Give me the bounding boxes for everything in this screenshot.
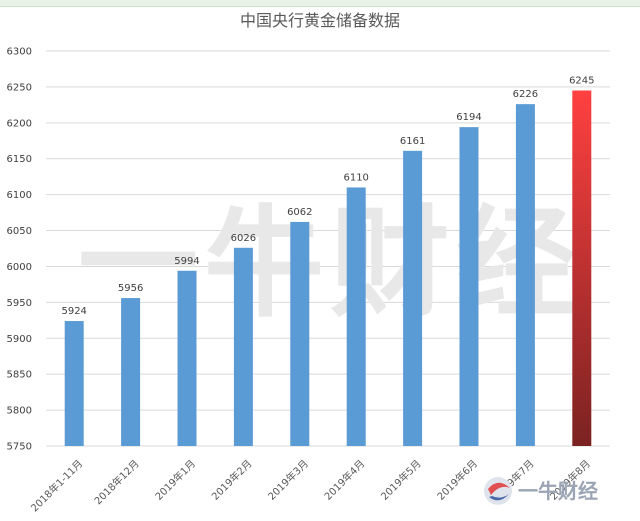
y-axis-ticks: 5750 5800 5850 5900 5950 6000 6050 6100 6150 6200… [7,47,32,453]
spreadsheet-top-strip [0,0,640,7]
y-tick-label: 5900 [7,334,32,345]
watermark-logo-text: 一牛财经 [518,479,598,503]
data-label: 6110 [343,172,368,183]
x-tick-label: 2018年12月 [91,457,141,507]
y-tick-label: 5800 [7,406,32,417]
data-label: 5924 [61,306,86,317]
data-labels: 5924 5956 5994 6026 6062 6110 6161 6194 6226 6245 [61,76,594,318]
y-tick-label: 6000 [7,262,32,273]
data-label: 6194 [456,112,481,123]
data-label: 5956 [118,283,143,294]
y-tick-label: 5950 [7,298,32,309]
bars [64,90,592,447]
bar [515,104,535,447]
watermark-logo: 一牛财经 [484,477,598,505]
data-label: 5994 [174,256,199,267]
watermark-text: 一牛财经 [78,195,582,334]
bar [121,298,141,446]
data-label: 6161 [400,136,425,147]
x-tick-label: 2018年1-11月 [28,457,85,514]
chart-title: 中国央行黄金储备数据 [240,11,400,30]
y-tick-label: 6150 [7,154,32,165]
y-tick-label: 6300 [7,47,32,58]
bar [459,127,479,447]
x-tick-label: 2019年1月 [152,457,198,503]
bar [346,187,366,447]
data-label: 6062 [287,207,312,218]
bar-highlighted [572,90,592,446]
bar [177,270,197,446]
data-label: 6245 [569,76,594,87]
x-tick-label: 2019年6月 [434,457,480,503]
bar [64,321,84,446]
y-tick-label: 6250 [7,82,32,93]
logo-swirl-icon-2 [489,494,509,501]
data-label: 6226 [513,89,538,100]
x-tick-label: 2019年5月 [378,457,424,503]
y-tick-label: 5750 [7,442,32,453]
bar [403,150,423,446]
y-tick-label: 6200 [7,118,32,129]
bar [233,247,253,446]
x-tick-label: 2019年3月 [265,457,311,503]
y-tick-label: 6050 [7,226,32,237]
logo-circle-icon [484,477,512,505]
x-tick-label: 2019年4月 [321,457,367,503]
data-label: 6026 [231,233,256,244]
y-tick-label: 6100 [7,190,32,201]
y-tick-label: 5850 [7,370,32,381]
bar [290,221,310,446]
x-tick-label: 2019年2月 [209,457,255,503]
logo-swirl-icon [488,482,510,495]
